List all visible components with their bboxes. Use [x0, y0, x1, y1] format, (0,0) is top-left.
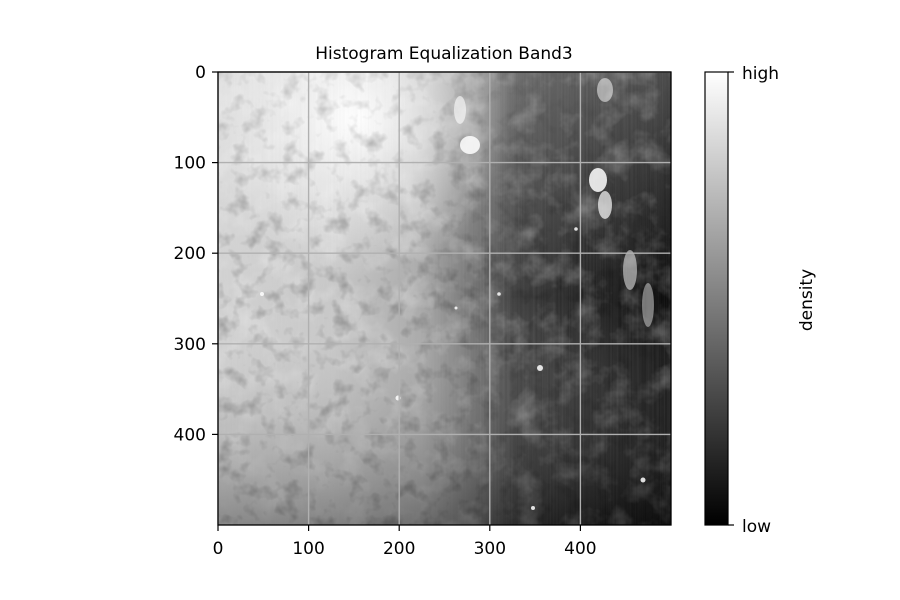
x-tick-label: 200 [383, 539, 415, 559]
colorbar-gradient [704, 71, 729, 526]
x-tick-label: 100 [292, 539, 324, 559]
y-axis: 0 100 200 300 400 [174, 63, 218, 445]
x-tick-label: 300 [474, 539, 506, 559]
plot-frame [217, 71, 672, 526]
heatmap-image [218, 72, 671, 525]
y-tick-label: 0 [195, 63, 206, 83]
x-tick-label: 0 [213, 539, 224, 559]
colorbar-tick-high: high [742, 64, 779, 84]
x-axis: 0 100 200 300 400 [213, 525, 597, 559]
y-tick-label: 200 [174, 244, 206, 264]
colorbar: high low density [704, 64, 817, 537]
colorbar-tick-low: low [742, 517, 771, 537]
y-tick-label: 400 [174, 425, 206, 445]
x-tick-label: 400 [564, 539, 596, 559]
bright-filaments [260, 78, 654, 510]
y-tick-label: 100 [174, 154, 206, 174]
chart-title: Histogram Equalization Band3 [315, 44, 573, 64]
y-tick-label: 300 [174, 335, 206, 355]
colorbar-label: density [797, 269, 817, 331]
